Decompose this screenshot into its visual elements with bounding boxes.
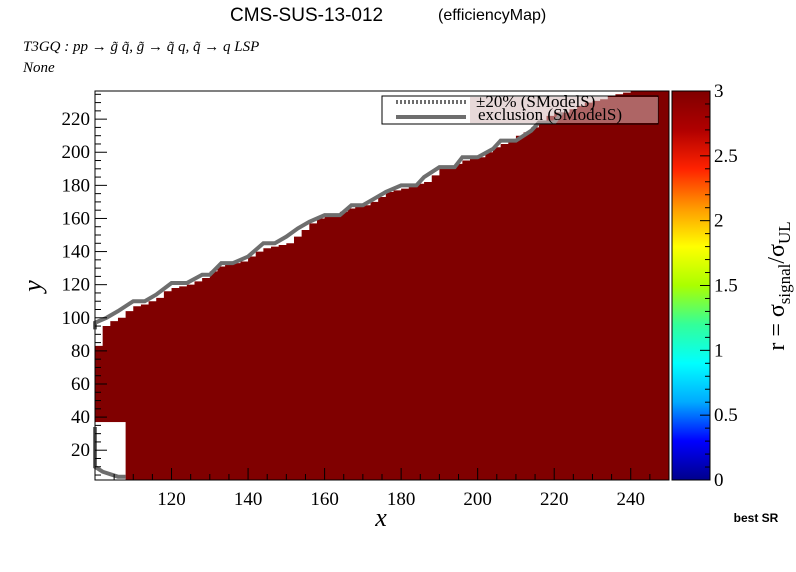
y-tick-label: 80 <box>71 341 90 362</box>
colorbar-label: r = σsignal/σUL <box>764 221 794 350</box>
x-axis-label: x <box>374 503 387 532</box>
y-tick-label: 160 <box>62 208 91 229</box>
chart-title: CMS-SUS-13-012 <box>230 5 383 26</box>
x-tick-label: 200 <box>463 489 492 510</box>
y-tick-label: 120 <box>62 275 91 296</box>
colorbar-tick-label: 0.5 <box>714 405 738 426</box>
x-tick-label: 180 <box>387 489 416 510</box>
y-tick-label: 220 <box>62 109 91 130</box>
colorbar-label-sub2: UL <box>775 221 794 244</box>
colorbar-label-mid: /σ <box>764 244 790 264</box>
chart-title-suffix: (efficiencyMap) <box>438 7 546 24</box>
colorbar-label-sub1: signal <box>775 263 794 304</box>
legend-label-exclusion: exclusion (SModelS) <box>478 105 622 124</box>
y-tick-label: 140 <box>62 242 91 263</box>
y-axis: 20 40 60 80 100 120 140 160 180 200 220 <box>62 93 107 476</box>
colorbar-ticks: 0 0.5 1 1.5 2 2.5 3 <box>700 81 738 491</box>
y-axis-label: y <box>18 280 47 295</box>
plot-area: 120 140 160 180 200 220 240 204060801001201401… <box>62 90 670 510</box>
legend: ±20% (SModelS) exclusion (SModelS) <box>381 92 659 125</box>
x-tick-label: 120 <box>157 489 186 510</box>
colorbar-tick-label: 1 <box>714 340 724 361</box>
colorbar-tick-label: 3 <box>714 81 724 102</box>
legend-label-uncertainty: ±20% (SModelS) <box>476 92 595 111</box>
legend-highlight <box>470 97 658 123</box>
x-tick-label: 160 <box>310 489 339 510</box>
x-tick-label: 220 <box>540 489 569 510</box>
y-tick-label: 40 <box>71 407 90 428</box>
colorbar: 0 0.5 1 1.5 2 2.5 3 r = σsignal/σUL <box>671 81 794 491</box>
colorbar-tick-label: 1.5 <box>714 276 738 297</box>
y-tick-label: 200 <box>62 142 91 163</box>
y-tick-label: 100 <box>62 308 91 329</box>
colorbar-tick-label: 2.5 <box>714 146 738 167</box>
y-tick-label: 60 <box>71 374 90 395</box>
x-tick-label: 240 <box>616 489 645 510</box>
y-tick-label: 180 <box>62 175 91 196</box>
x-axis: 120 140 160 180 200 220 240 <box>94 468 670 510</box>
colorbar-tick-label: 2 <box>714 211 724 232</box>
x-tick-label: 140 <box>234 489 263 510</box>
colorbar-tick-label: 0 <box>714 470 724 491</box>
process-label: T3GQ : pp → g̃ q̃, g̃ → q̃ q, q̃ → q LSP <box>23 39 259 55</box>
heatmap-region <box>95 91 669 480</box>
y-tick-label: 20 <box>71 440 90 461</box>
footer-note: best SR <box>734 511 779 525</box>
subtitle-label: None <box>22 60 55 76</box>
colorbar-label-main: r = σ <box>764 304 790 351</box>
exclusion-contour <box>93 111 564 330</box>
